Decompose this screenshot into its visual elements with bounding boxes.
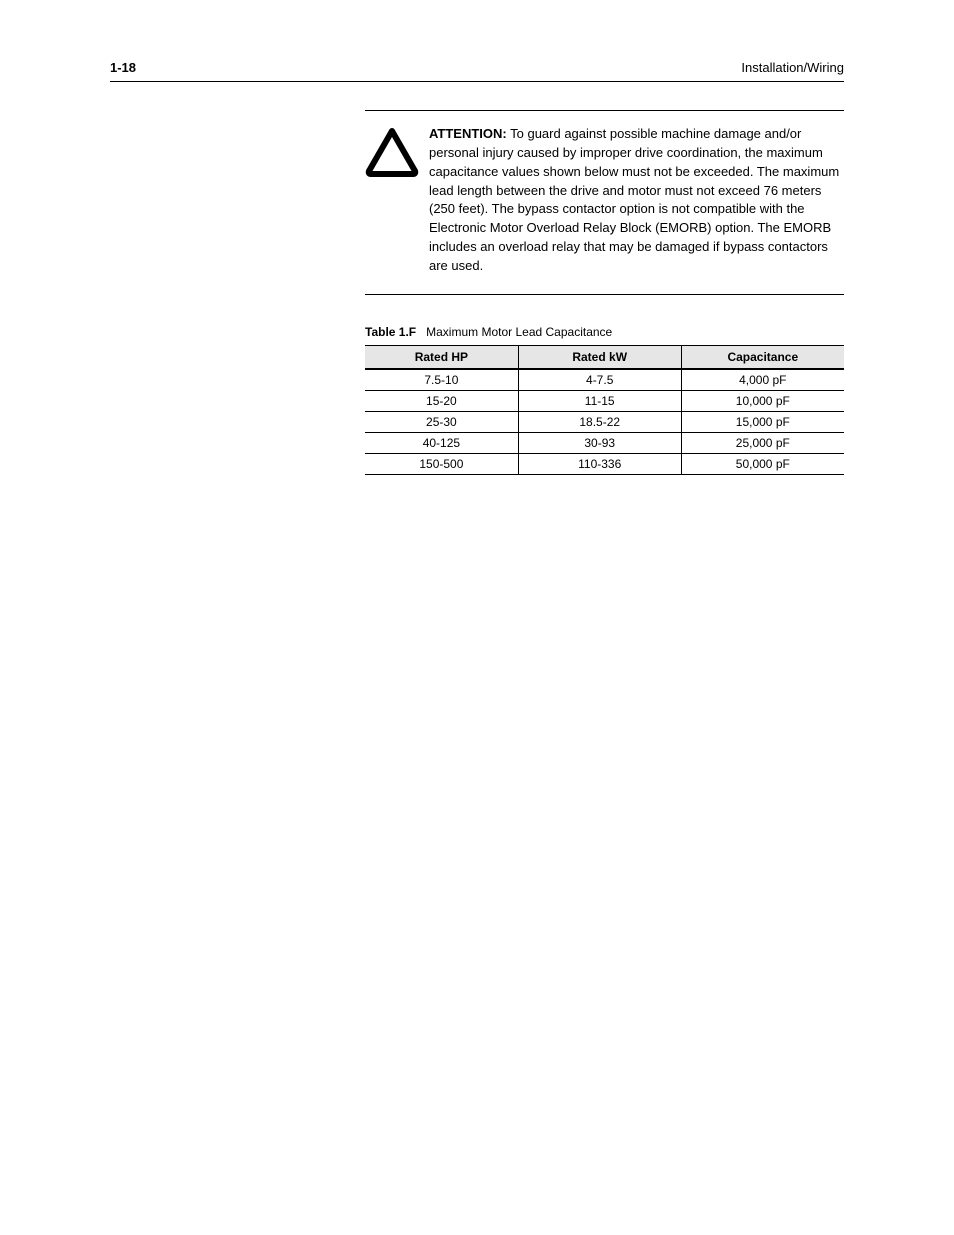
cell: 50,000 pF xyxy=(681,453,844,474)
cell: 10,000 pF xyxy=(681,390,844,411)
cell: 150-500 xyxy=(365,453,518,474)
table-label: Table 1.F xyxy=(365,325,416,339)
attention-text: ATTENTION: To guard against possible mac… xyxy=(429,125,844,276)
cell: 15,000 pF xyxy=(681,411,844,432)
cell: 4-7.5 xyxy=(518,369,681,391)
capacitance-table: Rated HP Rated kW Capacitance 7.5-10 4-7… xyxy=(365,345,844,475)
col-header-cap: Capacitance xyxy=(681,345,844,369)
col-header-hp: Rated HP xyxy=(365,345,518,369)
cell: 110-336 xyxy=(518,453,681,474)
cell: 25-30 xyxy=(365,411,518,432)
cell: 11-15 xyxy=(518,390,681,411)
chapter-title: Installation/Wiring xyxy=(741,60,844,75)
cell: 7.5-10 xyxy=(365,369,518,391)
table-row: 7.5-10 4-7.5 4,000 pF xyxy=(365,369,844,391)
table-row: 40-125 30-93 25,000 pF xyxy=(365,432,844,453)
attention-body: To guard against possible machine damage… xyxy=(429,126,839,273)
page-number: 1-18 xyxy=(110,60,136,75)
cell: 40-125 xyxy=(365,432,518,453)
cell: 18.5-22 xyxy=(518,411,681,432)
cell: 25,000 pF xyxy=(681,432,844,453)
attention-triangle-icon xyxy=(365,127,419,177)
cell: 4,000 pF xyxy=(681,369,844,391)
cell: 15-20 xyxy=(365,390,518,411)
table-title: Table 1.F Maximum Motor Lead Capacitance xyxy=(365,325,844,339)
attention-box: ATTENTION: To guard against possible mac… xyxy=(365,110,844,295)
table-row: 25-30 18.5-22 15,000 pF xyxy=(365,411,844,432)
col-header-kw: Rated kW xyxy=(518,345,681,369)
table-caption: Maximum Motor Lead Capacitance xyxy=(426,325,612,339)
attention-label: ATTENTION: xyxy=(429,126,507,141)
table-row: 15-20 11-15 10,000 pF xyxy=(365,390,844,411)
table-header-row: Rated HP Rated kW Capacitance xyxy=(365,345,844,369)
page-header: 1-18 Installation/Wiring xyxy=(110,60,844,82)
cell: 30-93 xyxy=(518,432,681,453)
table-row: 150-500 110-336 50,000 pF xyxy=(365,453,844,474)
